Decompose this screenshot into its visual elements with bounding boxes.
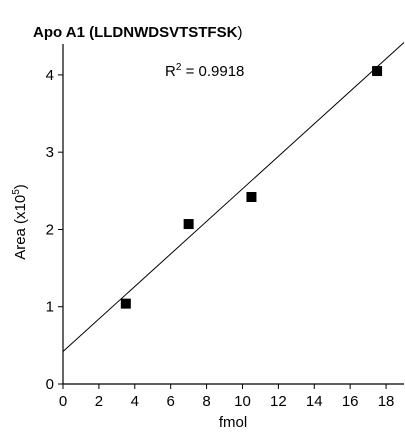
x-tick-label-0: 0 — [59, 393, 67, 410]
axes — [62, 44, 404, 385]
x-tick-label-4: 4 — [131, 393, 139, 410]
y-tick-label-0: 0 — [46, 376, 54, 393]
y-tick-label-2: 2 — [46, 221, 54, 238]
x-tick-label-16: 16 — [342, 393, 359, 410]
x-tick-label-8: 8 — [202, 393, 210, 410]
r-squared-annotation: R2 = 0.9918 — [165, 62, 244, 80]
x-tick-label-10: 10 — [234, 393, 251, 410]
x-tick-label-14: 14 — [306, 393, 323, 410]
x-tick-label-2: 2 — [95, 393, 103, 410]
data-point-0-1 — [183, 219, 194, 230]
x-tick-label-6: 6 — [167, 393, 175, 410]
x-axis-label: fmol — [219, 414, 247, 431]
y-tick-label-3: 3 — [46, 144, 54, 161]
chart-title-peptide: LLDNWDSVTSTFSK — [94, 24, 237, 41]
fit-line — [62, 42, 405, 352]
y-tick-label-1: 1 — [46, 299, 54, 316]
chart-title-prefix: Apo A1 ( — [33, 24, 94, 41]
x-tick-label-12: 12 — [270, 393, 287, 410]
data-point-0-3 — [372, 66, 383, 77]
x-tick-label-18: 18 — [378, 393, 395, 410]
y-axis-ticks: 0 1 2 3 4 — [46, 67, 63, 393]
fit-line-group — [62, 42, 405, 352]
y-axis-label: Area (x105) — [11, 184, 29, 260]
data-points — [120, 66, 383, 309]
y-tick-label-4: 4 — [46, 67, 54, 84]
data-point-0-0 — [120, 298, 131, 309]
chart-title: Apo A1 (LLDNWDSVTSTFSK) — [33, 24, 242, 41]
x-axis-ticks: 0 2 4 6 8 10 12 14 16 18 — [59, 384, 395, 410]
chart-title-suffix: ) — [237, 24, 242, 41]
data-point-0-2 — [246, 192, 257, 202]
